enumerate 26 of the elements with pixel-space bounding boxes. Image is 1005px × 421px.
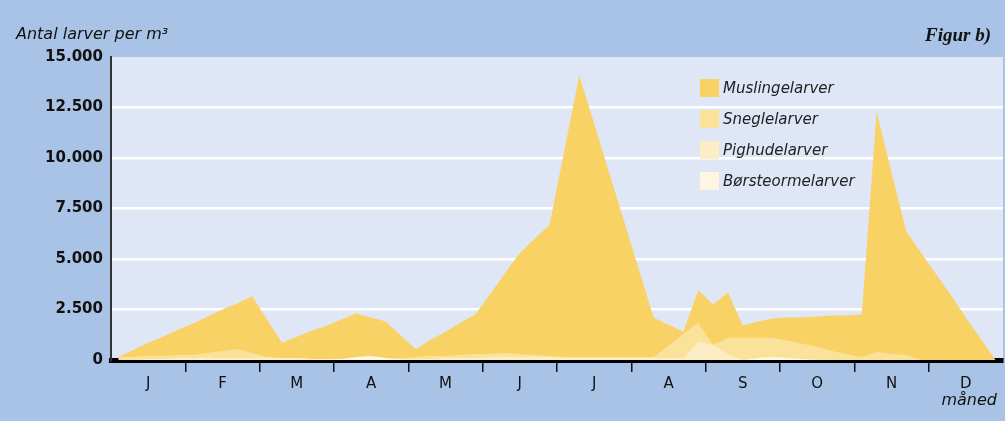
x-axis-title: måned: [941, 390, 997, 409]
y-tick-label: 15.000: [45, 46, 103, 65]
legend-label: Børsteormelarver: [723, 171, 855, 190]
x-tick-label: J: [144, 373, 151, 392]
y-tick-label: 5.000: [55, 248, 103, 267]
x-tick-label: O: [811, 373, 824, 392]
x-tick-label: A: [663, 373, 675, 392]
x-tick-label: M: [439, 373, 452, 392]
x-tick-label: M: [290, 373, 304, 392]
legend-label: Sneglelarver: [723, 109, 818, 128]
x-tick-label: J: [590, 373, 597, 392]
x-tick-label: N: [885, 373, 898, 392]
legend-label: Muslingelarver: [723, 78, 834, 97]
chart-title: Figur b): [925, 24, 991, 46]
y-tick-label: 0: [92, 349, 103, 368]
y-tick-label: 12.500: [45, 97, 103, 116]
x-tick-label: D: [960, 373, 972, 392]
x-tick-label: F: [218, 373, 227, 392]
x-tick-label: A: [366, 373, 378, 392]
y-tick-label: 7.500: [55, 198, 103, 217]
legend-label: Pighudelarver: [723, 140, 828, 159]
x-tick-label: S: [738, 373, 748, 392]
x-tick-label: J: [516, 373, 523, 392]
y-axis-title: Antal larver per m³: [16, 24, 169, 43]
y-tick-label: 2.500: [55, 299, 103, 318]
y-tick-label: 10.000: [45, 147, 103, 166]
